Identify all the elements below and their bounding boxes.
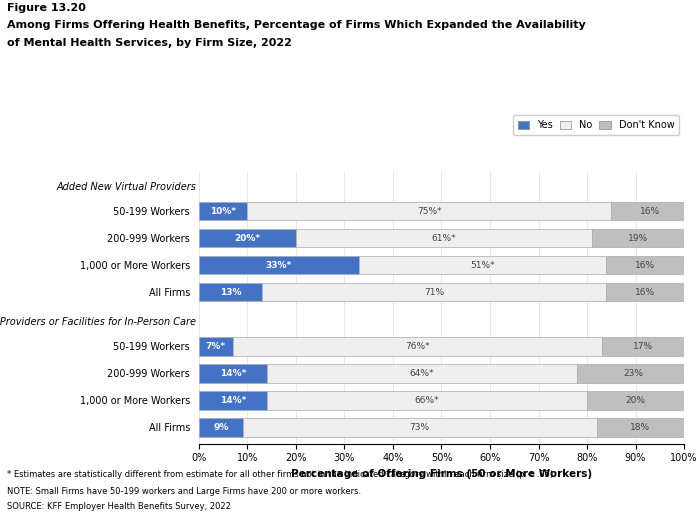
Bar <box>577 364 689 383</box>
Text: 14%*: 14%* <box>220 396 246 405</box>
Bar <box>199 283 262 301</box>
Text: 23%: 23% <box>623 369 643 378</box>
Bar <box>199 391 267 410</box>
Bar <box>611 202 689 220</box>
Text: 13%: 13% <box>220 288 242 297</box>
Bar <box>267 364 577 383</box>
Text: Added New Virtual Providers: Added New Virtual Providers <box>57 182 197 192</box>
Text: 71%: 71% <box>424 288 444 297</box>
Text: 33%*: 33%* <box>266 261 292 270</box>
Text: 16%: 16% <box>635 288 655 297</box>
Text: 51%*: 51%* <box>470 261 495 270</box>
Bar <box>199 337 233 355</box>
Text: NOTE: Small Firms have 50-199 workers and Large Firms have 200 or more workers.: NOTE: Small Firms have 50-199 workers an… <box>7 487 361 496</box>
Text: 18%: 18% <box>630 423 651 432</box>
Bar <box>602 337 684 355</box>
X-axis label: Percentage of Offering Firms (50 or More Workers): Percentage of Offering Firms (50 or More… <box>291 469 592 479</box>
Text: 61%*: 61%* <box>431 234 456 243</box>
Text: 64%*: 64%* <box>410 369 434 378</box>
Text: 17%: 17% <box>633 342 653 351</box>
Text: 73%: 73% <box>410 423 430 432</box>
Text: 20%*: 20%* <box>235 234 260 243</box>
Bar <box>247 202 611 220</box>
Bar <box>592 229 684 247</box>
Text: 76%*: 76%* <box>405 342 429 351</box>
Bar <box>597 418 684 437</box>
Bar <box>199 256 359 275</box>
Text: * Estimates are statistically different from estimate for all other firms not in: * Estimates are statistically different … <box>7 470 556 479</box>
Bar <box>607 256 684 275</box>
Text: 7%*: 7%* <box>206 342 226 351</box>
Text: 9%: 9% <box>213 423 228 432</box>
Bar <box>233 337 602 355</box>
Bar <box>267 391 587 410</box>
Bar <box>199 229 296 247</box>
Text: 14%*: 14%* <box>220 369 246 378</box>
Text: Figure 13.20: Figure 13.20 <box>7 3 86 13</box>
Text: 66%*: 66%* <box>415 396 439 405</box>
Bar <box>359 256 607 275</box>
Bar <box>199 418 243 437</box>
Bar <box>199 202 247 220</box>
Text: of Mental Health Services, by Firm Size, 2022: of Mental Health Services, by Firm Size,… <box>7 38 292 48</box>
Text: 20%: 20% <box>625 396 646 405</box>
Text: 16%: 16% <box>635 261 655 270</box>
Bar <box>607 283 684 301</box>
Text: 16%: 16% <box>640 207 660 216</box>
Text: Added New Providers or Facilities for In-Person Care: Added New Providers or Facilities for In… <box>0 317 197 327</box>
Legend: Yes, No, Don't Know: Yes, No, Don't Know <box>513 116 679 135</box>
Bar <box>587 391 684 410</box>
Bar <box>296 229 592 247</box>
Text: 75%*: 75%* <box>417 207 442 216</box>
Text: 19%: 19% <box>628 234 648 243</box>
Text: 10%*: 10%* <box>210 207 236 216</box>
Bar <box>262 283 607 301</box>
Bar <box>199 364 267 383</box>
Bar <box>243 418 597 437</box>
Text: Among Firms Offering Health Benefits, Percentage of Firms Which Expanded the Ava: Among Firms Offering Health Benefits, Pe… <box>7 20 586 30</box>
Text: SOURCE: KFF Employer Health Benefits Survey, 2022: SOURCE: KFF Employer Health Benefits Sur… <box>7 502 231 511</box>
